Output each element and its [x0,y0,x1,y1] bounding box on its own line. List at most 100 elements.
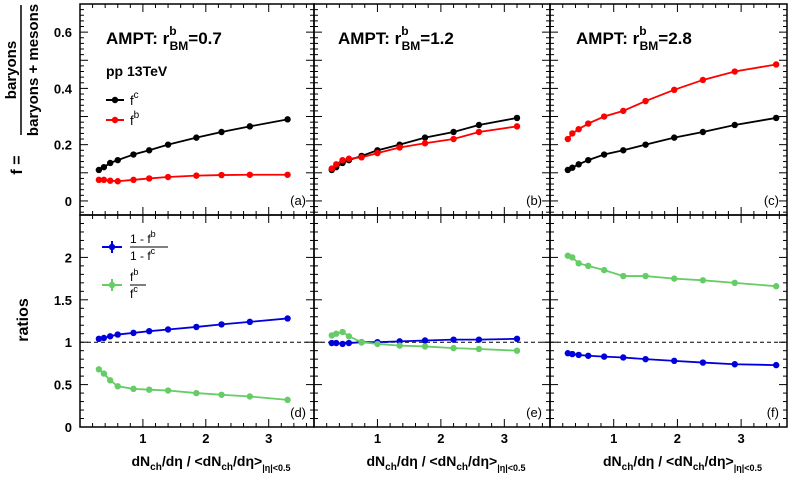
data-point-ratio1 [328,339,335,347]
data-point-fb [475,128,483,136]
data-point-ratio1 [450,336,457,343]
x-tick-label: 2 [437,431,444,446]
data-point-fc [600,151,608,158]
data-point-fb [421,140,429,147]
panel-label-d: (d) [290,405,306,420]
x-tick-label: 1 [139,431,146,446]
legend-label-fc: fc [130,90,139,108]
series-line-fc [98,118,288,171]
data-point-fb [333,161,340,168]
data-point-fc [585,156,592,164]
top-ylabel-numerator: baryons [3,41,20,99]
panel-b: (b) AMPT: rb BM=1.2 [313,3,551,216]
model-label-a: AMPT: rb BM=0.7 [106,24,222,53]
data-point-ratio1 [585,352,592,359]
data-point-fb [95,176,103,184]
panel-label-c: (c) [764,193,779,208]
data-point-fb [328,165,335,172]
data-point-fc [671,134,678,141]
panel-label-e: (e) [526,405,542,420]
data-point-ratio2 [642,272,649,280]
x-tick-label: 3 [265,431,272,446]
data-point-ratio2 [585,262,592,270]
x-tick-label: 2 [674,431,681,446]
data-point-fb [374,149,381,157]
x-tick-label: 3 [501,431,508,446]
series-line-ratio2 [98,368,288,401]
data-point-ratio1 [569,350,576,358]
data-point-ratio2 [772,283,780,290]
y-tick-label: 0.5 [54,378,72,393]
legend-ratio-num-ratio1: 1 - fb [130,229,156,246]
data-point-fb [450,135,457,143]
data-point-ratio1 [339,340,346,348]
data-point-ratio1 [345,339,353,347]
x-tick-label: 1 [374,431,381,446]
data-point-ratio2 [339,328,346,336]
data-point-fc [114,156,121,164]
data-point-ratio1 [193,323,200,331]
data-point-fc [569,164,576,171]
legend-marker-fc [111,96,119,104]
data-point-fb [569,130,576,137]
data-point-fc [772,114,780,122]
data-point-ratio2 [284,396,291,404]
data-point-fb [164,173,172,181]
legend-ratio-den-ratio2: fc [130,284,138,301]
panel-e: 1 2 3 (e) [313,214,551,446]
panel-frame-f [549,214,788,428]
data-point-fc [731,121,738,129]
top-ylabel-denominator: baryons + mesons [25,4,42,136]
data-point-ratio1 [106,333,114,340]
data-point-ratio1 [100,334,108,342]
data-point-ratio1 [246,318,254,326]
x-axis-labels: dNch/dη / <dNch/dη>|η|<0.5 dNch/dη / <dNc… [132,453,763,473]
panel-a: 0 0.2 0.4 0.6 (a) AMPT: rb BM=0.7 pp 13TeV fc fb [54,3,315,216]
data-point-fb [339,156,346,164]
data-point-fb [671,86,678,94]
data-point-ratio2 [246,393,254,400]
panels: 00.20.40.6(a)AMPT: rb BM=0.7pp 13TeVfcfb(… [54,3,788,446]
y-tick-label: 0.4 [54,81,73,96]
legend-marker-ratio2 [108,281,116,289]
data-point-ratio2 [333,330,340,337]
data-point-ratio1 [130,329,137,337]
data-point-fb [218,171,225,179]
x-tick-label: 2 [202,431,209,446]
data-point-fc [164,141,172,148]
data-point-ratio2 [100,370,108,377]
data-point-ratio2 [374,340,381,348]
data-point-ratio1 [772,361,780,369]
legend-marker-ratio1 [108,243,116,251]
data-point-fb [731,68,738,75]
legend-ratio-num-ratio2: fb [130,267,138,284]
x-axis-title-2: dNch/dη / <dNch/dη>|η|<0.5 [603,453,762,473]
data-point-ratio1 [114,331,121,338]
x-axis-title-0: dNch/dη / <dNch/dη>|η|<0.5 [132,453,291,473]
data-point-ratio2 [193,389,200,397]
data-point-ratio2 [731,279,738,287]
data-point-ratio1 [333,339,340,347]
panel-f: 1 2 3 (f) [549,214,788,446]
series-line-fb [331,125,518,170]
data-point-fb [772,61,780,68]
data-point-fb [246,171,254,178]
panel-label-a: (a) [290,193,306,208]
panel-frame-e [313,214,551,428]
data-point-ratio1 [731,361,738,368]
y-tick-label: 2 [65,250,72,265]
y-tick-label: 0 [65,194,72,209]
bottom-ylabel: ratios [15,298,32,342]
data-point-fc [575,161,582,168]
data-point-ratio2 [569,254,576,261]
x-tick-label: 3 [738,431,745,446]
y-tick-label: 0.6 [54,25,72,40]
data-point-fc [513,114,521,122]
data-point-ratio2 [699,277,707,284]
data-point-ratio2 [575,260,582,267]
data-point-fb [600,113,608,120]
data-point-ratio1 [164,326,172,333]
data-point-fb [620,107,627,115]
data-point-ratio1 [671,357,678,365]
